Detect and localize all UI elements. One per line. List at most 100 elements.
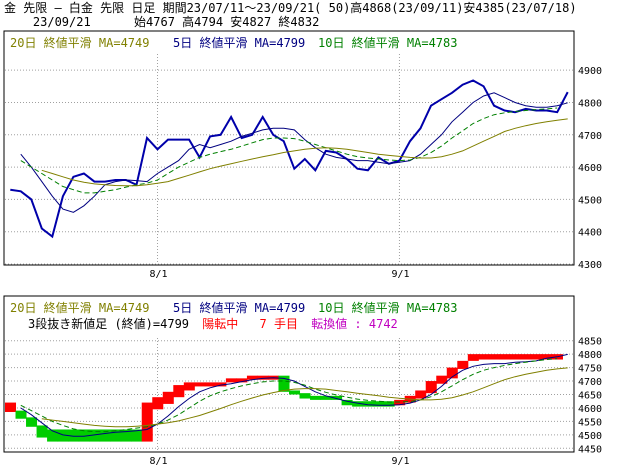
price-panel-legend: 20日 終値平滑 MA=4749 5日 終値平滑 MA=4799 10日 終値平… — [10, 35, 457, 50]
break-block-12 — [131, 429, 143, 442]
header-latest-bar: 23/09/21 始4767 高4794 安4827 終4832 — [4, 15, 320, 29]
break-block-27 — [289, 390, 301, 395]
legend-ma5: 5日 終値平滑 MA=4799 — [173, 35, 305, 50]
y-tick-4600: 4600 — [578, 404, 602, 415]
break-block-32 — [341, 399, 353, 406]
series-line-20日 — [41, 118, 568, 187]
break-block-43 — [457, 360, 469, 369]
break-panel-y-axis: 4450 4500 4550 4600 4650 4700 4750 4800 4850 — [578, 337, 602, 456]
break-block-14 — [152, 397, 164, 410]
break-block-29 — [310, 395, 322, 400]
y-tick-4900: 4900 — [578, 66, 602, 77]
price-panel-y-axis: 4300 4400 4500 4600 4700 4800 4900 — [578, 66, 602, 271]
break-block-47 — [499, 354, 511, 360]
break-block-40 — [425, 381, 437, 394]
series-line-終値 — [10, 79, 569, 239]
break-block-28 — [299, 393, 311, 399]
break-block-50 — [530, 354, 542, 360]
break-panel-series — [20, 353, 568, 437]
break-block-46 — [488, 354, 500, 360]
break-block-31 — [331, 395, 343, 400]
y-tick-4750: 4750 — [578, 364, 602, 375]
header-title: 金 先限 – 白金 先限 日足 期間23/07/11～23/09/21( 50)… — [4, 1, 577, 15]
break-status-state: 陽転中 — [202, 316, 238, 331]
y-tick-4600: 4600 — [578, 163, 602, 174]
break-block-23 — [246, 375, 258, 380]
break-block-51 — [541, 354, 553, 360]
break-block-48 — [509, 354, 521, 360]
x-tick-8/1: 8/1 — [150, 456, 168, 467]
break-status-step: 7 手目 — [260, 317, 298, 331]
break-block-4 — [47, 429, 59, 442]
x-tick-9/1: 9/1 — [391, 269, 409, 280]
break-status-line: 3段抜き新値足 (終値)=4799 陽転中 7 手目 転換値 : 4742 — [28, 316, 398, 331]
break-block-15 — [162, 391, 174, 404]
break-status-reversal: 転換値 : 4742 — [311, 316, 398, 331]
break-status-prefix: 3段抜き新値足 (終値)=4799 — [28, 316, 189, 331]
legend-ma10-bottom: 10日 終値平滑 MA=4783 — [318, 300, 457, 315]
break-block-41 — [436, 375, 448, 384]
series-line-10日 — [20, 107, 558, 194]
break-block-21 — [225, 378, 237, 383]
break-block-39 — [415, 390, 427, 399]
break-block-13 — [141, 402, 153, 442]
series-line-10日 — [20, 358, 558, 433]
break-block-5 — [57, 429, 69, 442]
break-block-0 — [5, 402, 17, 412]
break-panel-grid — [5, 338, 573, 451]
legend-ma20-bottom: 20日 終値平滑 MA=4749 — [10, 300, 149, 315]
break-block-17 — [183, 382, 195, 391]
y-tick-4800: 4800 — [578, 350, 602, 361]
break-block-34 — [362, 401, 374, 407]
series-line-5日 — [20, 353, 568, 437]
y-tick-4800: 4800 — [578, 98, 602, 109]
series-line-20日 — [41, 367, 568, 428]
break-block-8 — [89, 429, 101, 442]
break-block-36 — [383, 401, 395, 407]
break-block-16 — [173, 385, 185, 398]
break-block-22 — [236, 378, 248, 383]
break-block-33 — [352, 401, 364, 407]
break-block-19 — [204, 382, 216, 387]
y-tick-4450: 4450 — [578, 444, 602, 455]
legend-ma5-bottom: 5日 終値平滑 MA=4799 — [173, 300, 305, 315]
break-block-37 — [394, 399, 406, 406]
break-block-20 — [215, 382, 227, 387]
break-block-24 — [257, 375, 269, 380]
break-block-10 — [110, 429, 122, 442]
y-tick-4700: 4700 — [578, 131, 602, 142]
break-block-35 — [373, 401, 385, 407]
y-tick-4850: 4850 — [578, 337, 602, 348]
break-block-6 — [68, 429, 80, 442]
break-panel-x-axis: 8/1 9/1 — [150, 456, 410, 467]
legend-ma20: 20日 終値平滑 MA=4749 — [10, 35, 149, 50]
break-block-7 — [78, 429, 90, 442]
break-block-11 — [120, 429, 132, 442]
break-block-45 — [478, 354, 490, 360]
chart-header: 金 先限 – 白金 先限 日足 期間23/07/11～23/09/21( 50)… — [0, 0, 624, 30]
y-tick-4400: 4400 — [578, 228, 602, 239]
break-block-49 — [520, 354, 532, 360]
y-tick-4550: 4550 — [578, 417, 602, 428]
break-block-2 — [26, 417, 38, 427]
break-block-42 — [446, 367, 458, 379]
break-block-18 — [194, 382, 206, 387]
break-block-44 — [467, 354, 479, 361]
break-panel-legend: 20日 終値平滑 MA=4749 5日 終値平滑 MA=4799 10日 終値平… — [10, 300, 457, 315]
series-line-5日 — [20, 92, 568, 213]
x-tick-9/1: 9/1 — [391, 456, 409, 467]
x-tick-8/1: 8/1 — [150, 269, 168, 280]
legend-ma10: 10日 終値平滑 MA=4783 — [318, 35, 457, 50]
y-tick-4500: 4500 — [578, 195, 602, 206]
break-block-1 — [15, 410, 27, 419]
y-tick-4500: 4500 — [578, 431, 602, 442]
y-tick-4700: 4700 — [578, 377, 602, 388]
price-panel-series — [10, 79, 569, 239]
price-panel-frame — [3, 30, 575, 266]
y-tick-4650: 4650 — [578, 391, 602, 402]
y-tick-4300: 4300 — [578, 260, 602, 271]
break-block-30 — [320, 395, 332, 400]
break-block-3 — [36, 425, 48, 438]
price-panel-x-axis: 8/1 9/1 — [150, 269, 410, 280]
